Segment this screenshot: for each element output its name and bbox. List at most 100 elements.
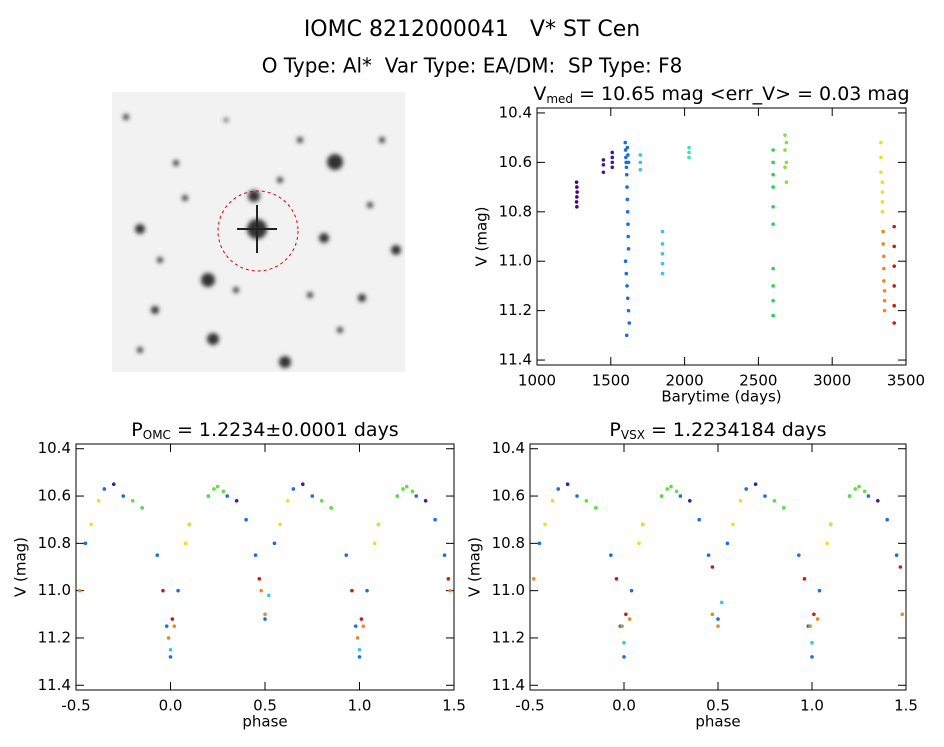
data-point xyxy=(575,494,579,498)
data-point xyxy=(442,553,447,557)
data-point xyxy=(660,261,665,266)
data-point xyxy=(892,284,896,288)
data-point xyxy=(102,487,107,491)
y-tick-label: 10.8 xyxy=(492,534,525,552)
x-tick-label: 0.5 xyxy=(706,697,730,715)
data-point xyxy=(876,498,880,503)
y-tick-label: 11.2 xyxy=(492,628,525,646)
y-tick-label: 11.0 xyxy=(492,581,525,599)
data-point xyxy=(825,541,829,546)
title-subscript: med xyxy=(546,92,573,106)
data-point xyxy=(575,205,579,209)
data-point xyxy=(96,498,101,503)
chart-title: Vmed = 10.65 mag <err_V> = 0.03 mag xyxy=(533,83,909,106)
data-point xyxy=(882,254,886,259)
y-tick-label: 10.8 xyxy=(499,202,532,220)
data-point xyxy=(829,522,833,527)
data-point xyxy=(783,165,787,170)
data-point xyxy=(601,170,606,175)
x-tick-label: 3500 xyxy=(887,372,925,390)
data-point xyxy=(892,303,896,308)
data-point xyxy=(357,655,362,659)
data-point xyxy=(847,494,852,498)
data-point xyxy=(892,321,896,325)
data-point xyxy=(278,522,282,527)
data-point xyxy=(601,158,606,162)
y-tick-label: 10.6 xyxy=(38,487,71,505)
x-tick-label: 1.5 xyxy=(894,697,918,715)
data-point xyxy=(678,494,683,498)
data-point xyxy=(771,160,775,165)
data-point xyxy=(812,612,816,617)
data-point xyxy=(725,541,730,546)
data-point xyxy=(716,624,720,628)
data-point xyxy=(395,494,400,498)
data-point xyxy=(183,541,188,546)
data-point xyxy=(626,308,631,313)
data-point xyxy=(575,185,579,189)
x-tick-label: 0.5 xyxy=(253,697,277,715)
y-tick-label: 10.6 xyxy=(492,487,525,505)
data-point xyxy=(372,541,377,546)
data-point xyxy=(361,624,366,628)
data-point xyxy=(83,541,88,546)
data-point xyxy=(89,522,93,527)
data-point xyxy=(627,617,632,621)
data-point xyxy=(880,180,885,184)
y-tick-label: 10.6 xyxy=(499,153,532,171)
data-point xyxy=(638,160,643,165)
data-point xyxy=(329,506,333,510)
chart: Vmed = 10.65 mag <err_V> = 0.03 mag 1000 1… xyxy=(473,83,926,406)
data-point xyxy=(414,494,419,498)
data-point xyxy=(625,284,629,288)
data-point xyxy=(410,489,415,494)
data-point xyxy=(225,494,229,498)
data-point xyxy=(166,636,171,640)
data-point xyxy=(738,498,743,503)
data-point xyxy=(782,506,786,510)
title-text: = 1.2234±0.0001 days xyxy=(171,419,399,441)
data-point xyxy=(638,167,643,172)
data-point xyxy=(716,617,720,621)
data-point xyxy=(575,195,579,199)
data-point xyxy=(660,271,665,276)
data-point xyxy=(731,522,735,527)
data-point xyxy=(810,655,814,659)
data-point xyxy=(624,155,628,160)
data-point xyxy=(625,197,630,202)
plot-frame xyxy=(536,107,907,366)
data-point xyxy=(359,617,364,621)
data-point xyxy=(627,321,632,325)
x-axis-label: phase xyxy=(242,713,287,731)
data-point xyxy=(433,517,437,522)
x-tick-label: 2500 xyxy=(739,372,777,390)
data-point xyxy=(266,593,271,598)
data-point xyxy=(879,140,883,145)
data-point xyxy=(594,506,598,510)
data-point xyxy=(853,487,858,491)
data-point xyxy=(259,588,264,593)
data-point xyxy=(625,296,630,301)
x-tick-label: 1.0 xyxy=(800,697,824,715)
title-symbol: V xyxy=(533,83,546,105)
data-point xyxy=(584,498,589,503)
data-point xyxy=(620,624,624,628)
data-point xyxy=(130,498,135,503)
data-point xyxy=(168,647,173,652)
data-point xyxy=(882,266,886,271)
data-point xyxy=(629,588,634,593)
y-axis-label: V (mag) xyxy=(466,537,484,597)
plot-frame xyxy=(75,443,455,691)
data-point xyxy=(810,640,814,645)
data-point xyxy=(121,494,126,498)
title-text: = 10.65 mag <err_V> = 0.03 mag xyxy=(573,83,910,105)
data-point xyxy=(319,498,324,503)
data-point xyxy=(771,205,775,209)
y-tick-label: 11.0 xyxy=(499,252,532,270)
data-point xyxy=(641,522,645,527)
data-point xyxy=(815,617,820,621)
data-point xyxy=(898,565,903,569)
y-tick-label: 11.4 xyxy=(492,676,525,694)
data-point xyxy=(882,298,887,303)
data-point xyxy=(263,612,267,617)
